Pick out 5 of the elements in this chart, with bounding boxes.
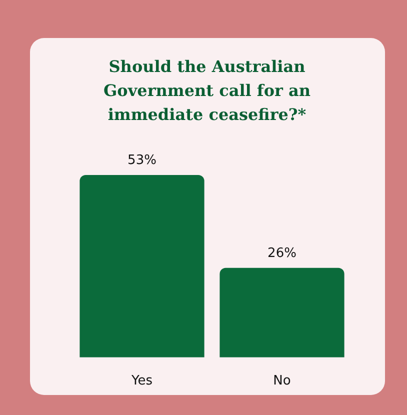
x-tick-label: No bbox=[273, 374, 291, 389]
data-label: 53% bbox=[128, 152, 156, 168]
data-label: 26% bbox=[268, 246, 296, 261]
x-tick-label: Yes bbox=[130, 374, 153, 389]
chart-title: Should the Australian Government call for an immediate ceasefire?* bbox=[102, 56, 312, 126]
